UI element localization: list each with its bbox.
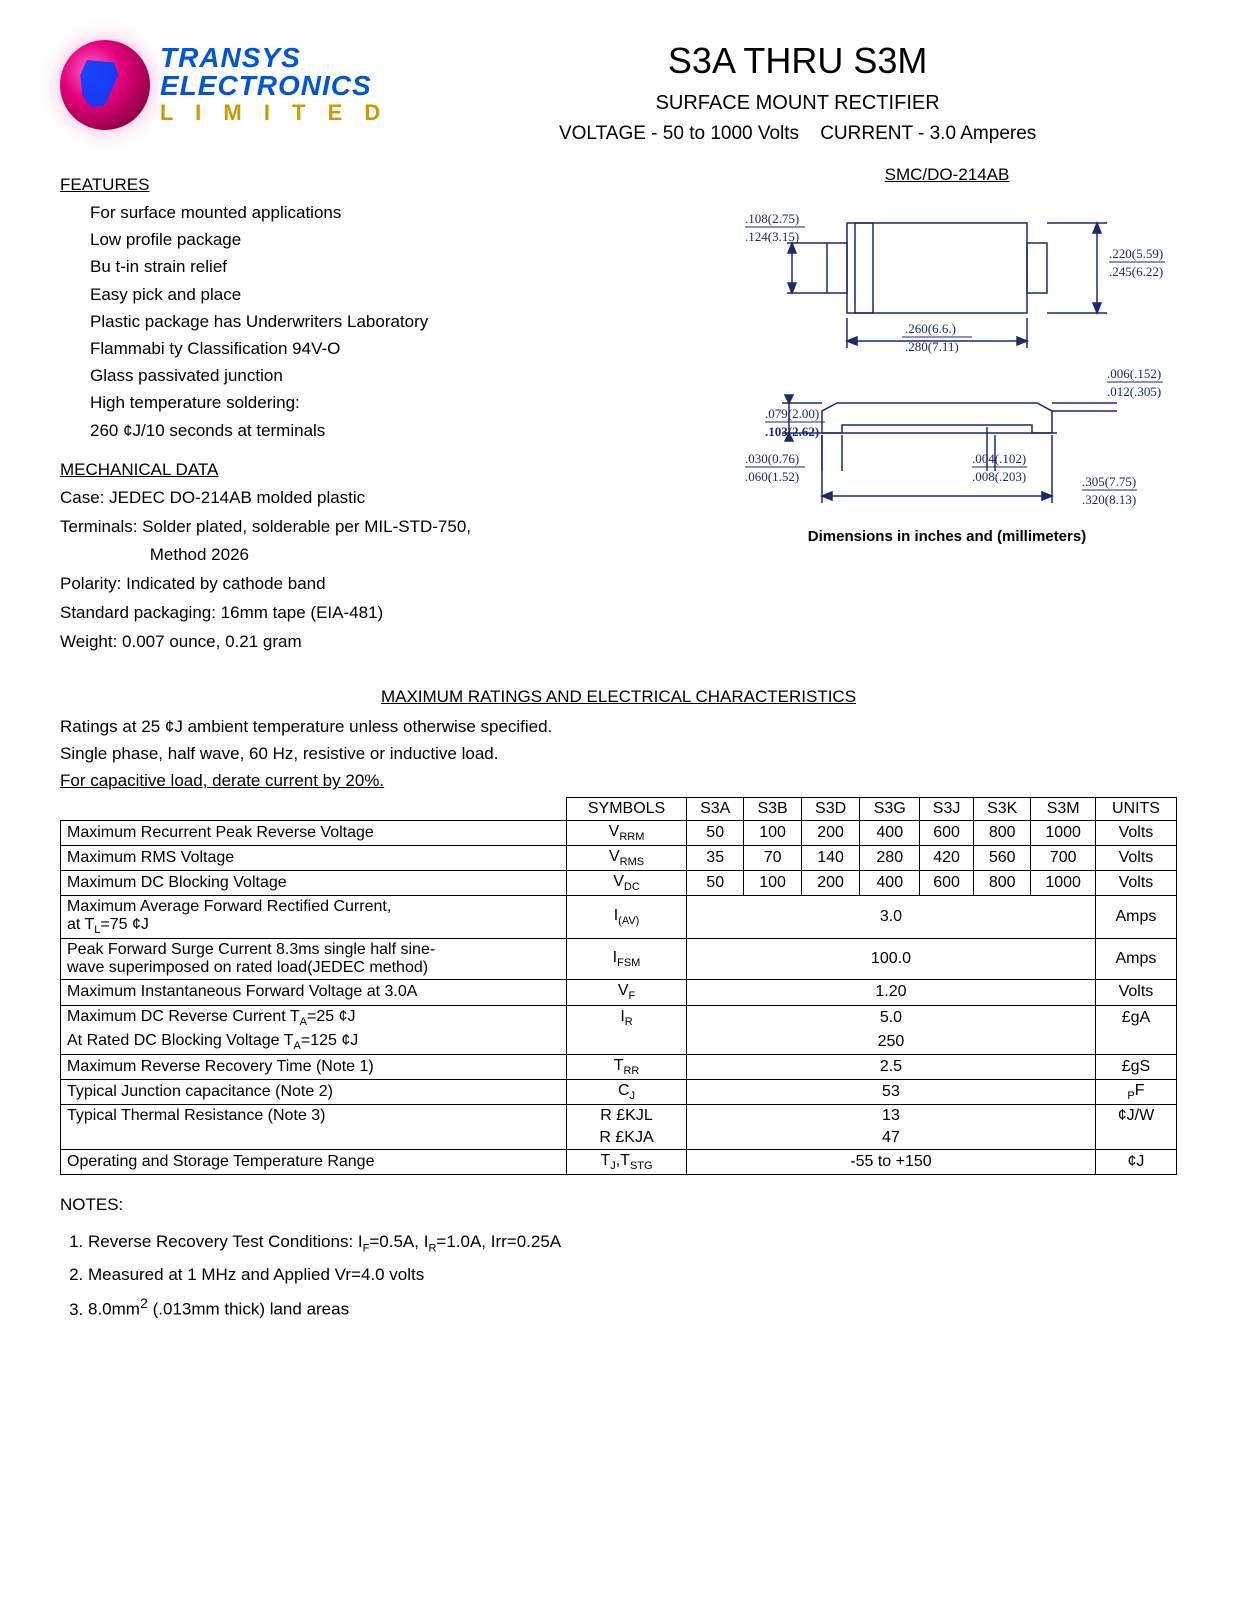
mechanical-item: Polarity: Indicated by cathode band: [60, 570, 677, 599]
feature-item: Flammabi ty Classification 94V-O: [90, 335, 677, 362]
feature-item: Low profile package: [90, 226, 677, 253]
svg-text:.103(2.62): .103(2.62): [765, 424, 819, 439]
svg-text:.030(0.76): .030(0.76): [745, 451, 799, 466]
logo-line3: L I M I T E D: [160, 100, 388, 126]
svg-text:.124(3.15): .124(3.15): [745, 229, 799, 244]
mechanical-item: Weight: 0.007 ounce, 0.21 gram: [60, 628, 677, 657]
logo-line2: ELECTRONICS: [160, 72, 388, 100]
feature-item: Plastic package has Underwriters Laborat…: [90, 308, 677, 335]
table-row: Maximum RMS VoltageVRMS35701402804205607…: [61, 845, 1177, 870]
title-sub: SURFACE MOUNT RECTIFIER: [418, 92, 1177, 115]
mechanical-item: Terminals: Solder plated, solderable per…: [60, 513, 677, 542]
note-item: 8.0mm2 (.013mm thick) land areas: [88, 1291, 1177, 1326]
svg-text:.320(8.13): .320(8.13): [1082, 492, 1136, 507]
table-row: R £KJA47: [61, 1127, 1177, 1150]
svg-text:.060(1.52): .060(1.52): [745, 469, 799, 484]
title-main: S3A THRU S3M: [418, 40, 1177, 82]
mechanical-list: Case: JEDEC DO-214AB molded plasticTermi…: [60, 484, 677, 657]
table-row: Typical Junction capacitance (Note 2)CJ5…: [61, 1080, 1177, 1105]
table-row: Maximum Instantaneous Forward Voltage at…: [61, 980, 1177, 1005]
table-row: Operating and Storage Temperature RangeT…: [61, 1150, 1177, 1175]
mechanical-item: Standard packaging: 16mm tape (EIA-481): [60, 599, 677, 628]
features-list: For surface mounted applicationsLow prof…: [90, 199, 677, 444]
package-label: SMC/DO-214AB: [885, 165, 1010, 185]
table-row: Maximum DC Blocking VoltageVDC5010020040…: [61, 870, 1177, 895]
company-logo: TRANSYS ELECTRONICS L I M I T E D: [60, 40, 388, 130]
table-row: Maximum Recurrent Peak Reverse VoltageVR…: [61, 820, 1177, 845]
svg-text:.108(2.75): .108(2.75): [745, 211, 799, 226]
svg-text:.245(6.22): .245(6.22): [1109, 264, 1163, 279]
diagram-caption: Dimensions in inches and (millimeters): [717, 528, 1177, 545]
title-specs: VOLTAGE - 50 to 1000 Volts CURRENT - 3.0…: [418, 123, 1177, 145]
header: TRANSYS ELECTRONICS L I M I T E D S3A TH…: [60, 40, 1177, 145]
svg-text:.260(6.6.): .260(6.6.): [905, 321, 956, 336]
feature-item: Glass passivated junction: [90, 362, 677, 389]
mechanical-item: Case: JEDEC DO-214AB molded plastic: [60, 484, 677, 513]
table-row: Peak Forward Surge Current 8.3ms single …: [61, 939, 1177, 980]
svg-text:.012(.305): .012(.305): [1107, 384, 1161, 399]
svg-text:.220(5.59): .220(5.59): [1109, 246, 1163, 261]
feature-item: Bu t-in strain relief: [90, 253, 677, 280]
ratings-table: SYMBOLSS3AS3BS3DS3GS3JS3KS3MUNITSMaximum…: [60, 797, 1177, 1176]
notes-head: NOTES:: [60, 1189, 1177, 1221]
svg-text:.004(.102): .004(.102): [972, 451, 1026, 466]
feature-item: High temperature soldering:: [90, 389, 677, 416]
svg-text:.305(7.75): .305(7.75): [1082, 474, 1136, 489]
feature-item: For surface mounted applications: [90, 199, 677, 226]
package-drawing: .108(2.75) .124(3.15) .220(5.59) .245(6.…: [727, 203, 1167, 513]
table-row: Maximum Reverse Recovery Time (Note 1)TR…: [61, 1054, 1177, 1079]
logo-line1: TRANSYS: [160, 44, 388, 72]
feature-item: Easy pick and place: [90, 281, 677, 308]
feature-item: 260 ¢J/10 seconds at terminals: [90, 417, 677, 444]
notes: NOTES: Reverse Recovery Test Conditions:…: [60, 1189, 1177, 1326]
logo-text: TRANSYS ELECTRONICS L I M I T E D: [160, 44, 388, 126]
ratings-intro: Ratings at 25 ¢J ambient temperature unl…: [60, 713, 1177, 795]
ratings-head: MAXIMUM RATINGS AND ELECTRICAL CHARACTER…: [60, 687, 1177, 707]
table-row: At Rated DC Blocking Voltage TA=125 ¢J25…: [61, 1030, 1177, 1055]
mechanical-item: Method 2026: [60, 541, 677, 570]
table-row: Maximum Average Forward Rectified Curren…: [61, 896, 1177, 939]
features-head: FEATURES: [60, 175, 677, 195]
globe-icon: [60, 40, 150, 130]
svg-text:.006(.152): .006(.152): [1107, 366, 1161, 381]
table-row: Maximum DC Reverse Current TA=25 ¢JIR5.0…: [61, 1005, 1177, 1030]
table-row: Typical Thermal Resistance (Note 3)R £KJ…: [61, 1105, 1177, 1128]
left-column: FEATURES For surface mounted application…: [60, 165, 677, 657]
note-item: Reverse Recovery Test Conditions: IF=0.5…: [88, 1226, 1177, 1259]
right-column: SMC/DO-214AB .108(2.75) .124(3.15): [717, 165, 1177, 657]
title-block: S3A THRU S3M SURFACE MOUNT RECTIFIER VOL…: [418, 40, 1177, 145]
svg-text:.008(.203): .008(.203): [972, 469, 1026, 484]
note-item: Measured at 1 MHz and Applied Vr=4.0 vol…: [88, 1259, 1177, 1291]
mechanical-head: MECHANICAL DATA: [60, 460, 677, 480]
svg-text:.280(7.11): .280(7.11): [905, 339, 959, 354]
notes-list: Reverse Recovery Test Conditions: IF=0.5…: [60, 1226, 1177, 1327]
svg-text:.079(2.00): .079(2.00): [765, 406, 819, 421]
